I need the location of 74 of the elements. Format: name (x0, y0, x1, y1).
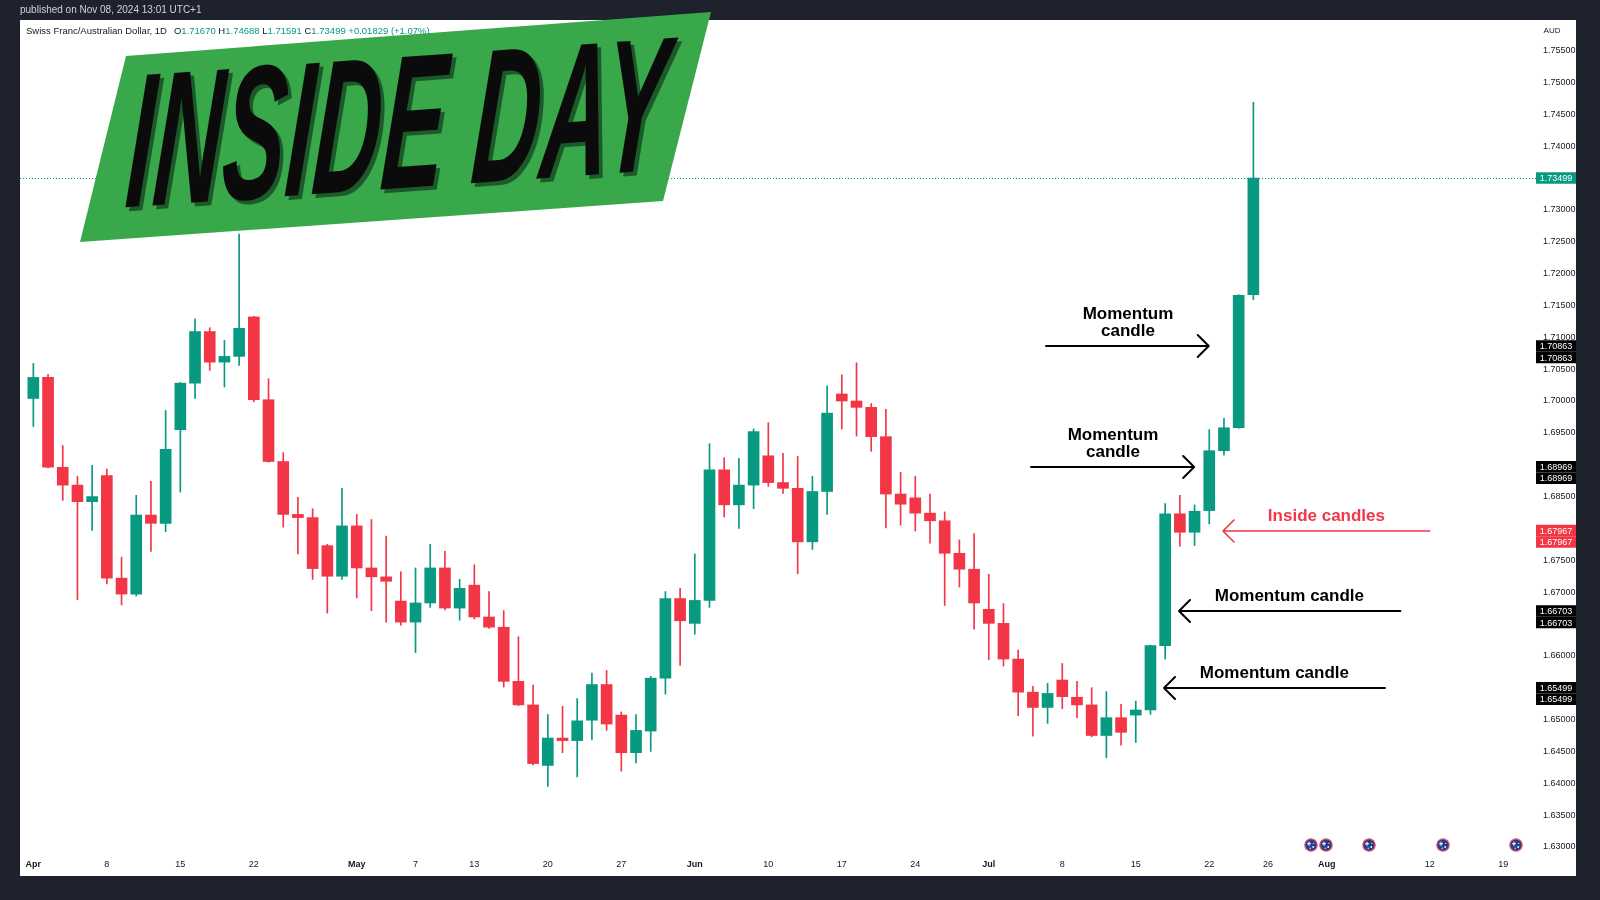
x-tick-label: Jul (982, 858, 996, 869)
text: 1.70863 (1539, 341, 1573, 352)
annotation: Momentum candle (1214, 586, 1365, 606)
x-tick-label: 12 (1424, 858, 1435, 869)
text: 1.65499 (1539, 694, 1573, 705)
candlestick (835, 374, 848, 430)
candlestick (233, 233, 245, 366)
x-tick-label: 15 (175, 858, 186, 869)
y-tick-label: 1.64000 (1543, 777, 1576, 788)
y-tick-label: 1.67500 (1543, 554, 1576, 565)
text: Swiss Franc/Australian Dollar, 1D (26, 25, 167, 36)
x-tick-label: 24 (910, 858, 921, 869)
x-tick-label: 10 (763, 858, 774, 869)
candlestick (1071, 681, 1083, 718)
text: 1.66703 (1539, 606, 1573, 617)
x-tick-label: 22 (248, 858, 259, 869)
text: 1.68969 (1539, 461, 1573, 472)
candlestick (292, 496, 304, 555)
x-tick-label: 17 (836, 858, 847, 869)
y-tick-label: 1.72500 (1543, 236, 1576, 247)
candlestick (924, 493, 936, 544)
text: 1.66703 (1539, 617, 1573, 628)
y-tick-label: 1.73000 (1543, 204, 1576, 215)
x-tick-label: Apr (25, 858, 42, 869)
candlestick (145, 480, 157, 552)
candlestick (777, 452, 789, 494)
x-tick-label: 8 (104, 858, 110, 869)
text: O1.71670 H1.74688 L1.71591 C1.73499 +0.01829 (+1.07%) (173, 25, 430, 36)
y-tick-label: 1.69500 (1543, 427, 1576, 438)
y-tick-label: 1.68500 (1543, 491, 1576, 502)
y-tick-label: 1.70500 (1543, 363, 1576, 374)
y-tick-label: 1.71000 (1543, 331, 1576, 342)
x-tick-label: 13 (469, 858, 480, 869)
x-tick-label: Jun (686, 858, 703, 869)
annotation: Momentum candle (1199, 662, 1350, 682)
x-tick-label: 19 (1498, 858, 1509, 869)
text: 1.70863 (1539, 352, 1573, 363)
candlestick (571, 698, 584, 778)
y-tick-label: 1.63500 (1543, 809, 1576, 820)
x-tick-label: Aug (1318, 858, 1336, 869)
x-tick-label: 26 (1263, 858, 1274, 869)
ref-line-label: 1.73499 (1539, 173, 1573, 184)
text: 1.65499 (1539, 682, 1573, 693)
y-tick-label: 1.75000 (1543, 76, 1576, 87)
y-tick-label: 1.66000 (1543, 650, 1576, 661)
x-tick-label: 27 (616, 858, 627, 869)
x-tick-label: 20 (542, 858, 553, 869)
text: 1.67967 (1539, 525, 1573, 536)
annotation: Momentum candle (1082, 303, 1174, 341)
y-tick-label: 1.71500 (1543, 299, 1576, 310)
candlestick (380, 535, 392, 623)
candlestick (86, 465, 98, 531)
y-tick-label: 1.65000 (1543, 714, 1576, 725)
y-tick-label: 1.74500 (1543, 108, 1576, 119)
x-tick-label: May (347, 858, 366, 869)
candlestick (982, 573, 995, 661)
y-tick-label: 1.70000 (1543, 395, 1576, 406)
y-tick-label: 1.74000 (1543, 140, 1576, 151)
x-tick-label: 22 (1204, 858, 1215, 869)
text: 1.68969 (1539, 473, 1573, 484)
y-tick-label: 1.63000 (1543, 841, 1576, 852)
annotation: Inside candles (1267, 505, 1386, 525)
annotation: Momentum candle (1067, 424, 1159, 461)
text: 1.67967 (1539, 537, 1573, 548)
text: published on Nov 08, 2024 13:01 UTC+1 (20, 4, 202, 16)
y-tick-label: 1.75500 (1543, 45, 1576, 56)
x-tick-label: 7 (413, 858, 419, 869)
candlestick (1129, 700, 1142, 743)
y-tick-label: 1.67000 (1543, 586, 1576, 597)
y-axis-title: AUD (1543, 25, 1561, 35)
x-tick-label: 8 (1059, 858, 1065, 869)
y-tick-label: 1.72000 (1543, 268, 1576, 279)
x-tick-label: 15 (1130, 858, 1141, 869)
y-tick-label: 1.64500 (1543, 745, 1576, 756)
